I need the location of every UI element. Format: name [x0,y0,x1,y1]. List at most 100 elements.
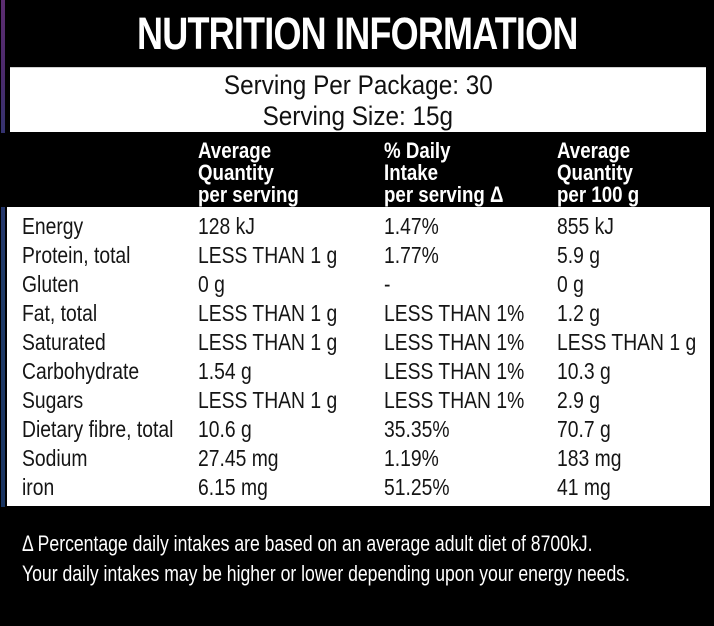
nutrient-name: Sugars [22,387,84,413]
daily-intake-value: 51.25% [384,474,450,500]
avg-qty-per-100g-cell: 855 kJ [557,213,710,240]
header-line: per serving [198,182,299,207]
avg-qty-per-serving-value: 1.54 g [198,358,252,384]
footnote: Δ Percentage daily intakes are based on … [0,507,714,626]
serving-info-box: Serving Per Package: 30 Serving Size: 15… [10,67,706,132]
avg-qty-per-100g-cell: 2.9 g [557,387,710,414]
avg-qty-per-100g-value: LESS THAN 1 g [557,329,697,355]
serving-per-package-line: Serving Per Package: 30 [10,70,706,101]
avg-qty-per-serving-value: LESS THAN 1 g [198,242,338,268]
nutrient-name: Dietary fibre, total [22,416,174,442]
daily-intake-cell: LESS THAN 1% [384,387,557,414]
avg-qty-per-100g-value: 183 mg [557,445,622,471]
avg-qty-per-serving-value: 0 g [198,271,225,297]
header-line: % Daily [384,138,451,163]
avg-qty-per-100g-value: 10.3 g [557,358,611,384]
nutrient-name: Energy [22,213,84,239]
avg-qty-per-serving-value: 27.45 mg [198,445,279,471]
table-row: Saturated LESS THAN 1 g LESS THAN 1% LES… [7,328,710,357]
column-header-nutrient [0,140,198,207]
avg-qty-per-serving-value: 10.6 g [198,416,252,442]
avg-qty-per-100g-cell: 10.3 g [557,358,710,385]
daily-intake-cell: 51.25% [384,474,557,501]
header-line: per 100 g [557,182,640,207]
header-line: Quantity [557,160,633,185]
serving-size-line: Serving Size: 15g [10,101,706,132]
daily-intake-cell: 1.77% [384,242,557,269]
avg-qty-per-100g-cell: 1.2 g [557,300,710,327]
nutrient-name-cell: Sugars [22,387,198,414]
serving-size: Serving Size: 15g [262,101,454,131]
daily-intake-cell: 35.35% [384,416,557,443]
table-row: Fat, total LESS THAN 1 g LESS THAN 1% 1.… [7,299,710,328]
nutrient-name: iron [22,474,55,500]
avg-qty-per-serving-cell: LESS THAN 1 g [198,300,384,327]
avg-qty-per-serving-cell: LESS THAN 1 g [198,329,384,356]
avg-qty-per-100g-cell: 183 mg [557,445,710,472]
avg-qty-per-serving-cell: 6.15 mg [198,474,384,501]
daily-intake-value: 35.35% [384,416,450,442]
avg-qty-per-serving-cell: LESS THAN 1 g [198,242,384,269]
daily-intake-cell: 1.19% [384,445,557,472]
daily-intake-cell: 1.47% [384,213,557,240]
title-band: NUTRITION INFORMATION [0,6,714,64]
avg-qty-per-serving-value: 6.15 mg [198,474,268,500]
table-row: Energy 128 kJ 1.47% 855 kJ [7,212,710,241]
table-row: Dietary fibre, total 10.6 g 35.35% 70.7 … [7,415,710,444]
avg-qty-per-100g-value: 70.7 g [557,416,611,442]
table-row: Sodium 27.45 mg 1.19% 183 mg [7,444,710,473]
avg-qty-per-100g-cell: 41 mg [557,474,710,501]
avg-qty-per-serving-cell: 0 g [198,271,384,298]
avg-qty-per-100g-cell: LESS THAN 1 g [557,329,714,356]
footnote-line-2-wrap: Your daily intakes may be higher or lowe… [22,559,714,589]
daily-intake-cell: - [384,271,557,298]
nutrient-name: Gluten [22,271,79,297]
daily-intake-value: LESS THAN 1% [384,387,525,413]
footnote-line-1-wrap: Δ Percentage daily intakes are based on … [22,529,714,559]
table-row: Protein, total LESS THAN 1 g 1.77% 5.9 g [7,241,710,270]
avg-qty-per-100g-value: 41 mg [557,474,611,500]
daily-intake-value: LESS THAN 1% [384,358,525,384]
nutrient-name-cell: Carbohydrate [22,358,198,385]
avg-qty-per-serving-value: LESS THAN 1 g [198,300,338,326]
daily-intake-value: LESS THAN 1% [384,329,525,355]
page-title: NUTRITION INFORMATION [136,8,578,59]
table-row: Gluten 0 g - 0 g [7,270,710,299]
avg-qty-per-serving-value: 128 kJ [198,213,255,239]
daily-intake-value: - [384,271,391,297]
nutrient-name-cell: Energy [22,213,198,240]
nutrient-name-cell: Gluten [22,271,198,298]
nutrient-name-cell: Sodium [22,445,198,472]
column-header-avg-qty-per-100g: Average Quantity per 100 g [557,140,714,207]
serving-per-package: Serving Per Package: 30 [223,70,493,100]
nutrient-name: Protein, total [22,242,131,268]
daily-intake-value: 1.19% [384,445,439,471]
header-line: Average [557,138,631,163]
avg-qty-per-serving-cell: 128 kJ [198,213,384,240]
header-line: per serving Δ [384,182,504,207]
daily-intake-value: LESS THAN 1% [384,300,525,326]
avg-qty-per-100g-cell: 0 g [557,271,710,298]
avg-qty-per-serving-cell: LESS THAN 1 g [198,387,384,414]
nutrient-name: Fat, total [22,300,98,326]
nutrient-name-cell: Dietary fibre, total [22,416,198,443]
package-edge-strip [1,0,5,626]
nutrition-table: Energy 128 kJ 1.47% 855 kJ Protein, tota… [7,207,710,506]
avg-qty-per-serving-cell: 10.6 g [198,416,384,443]
column-header-daily-intake: % Daily Intake per serving Δ [384,140,557,207]
daily-intake-value: 1.77% [384,242,439,268]
column-header-avg-qty-per-serving: Average Quantity per serving [198,140,384,207]
nutrient-name-cell: Protein, total [22,242,198,269]
footnote-line-2: Your daily intakes may be higher or lowe… [22,561,630,586]
avg-qty-per-100g-cell: 70.7 g [557,416,710,443]
table-row: Sugars LESS THAN 1 g LESS THAN 1% 2.9 g [7,386,710,415]
avg-qty-per-serving-cell: 27.45 mg [198,445,384,472]
avg-qty-per-100g-value: 0 g [557,271,584,297]
daily-intake-cell: LESS THAN 1% [384,300,557,327]
nutrient-name-cell: iron [22,474,198,501]
avg-qty-per-100g-cell: 5.9 g [557,242,710,269]
header-line: Intake [384,160,439,185]
header-line: Quantity [198,160,274,185]
daily-intake-cell: LESS THAN 1% [384,358,557,385]
